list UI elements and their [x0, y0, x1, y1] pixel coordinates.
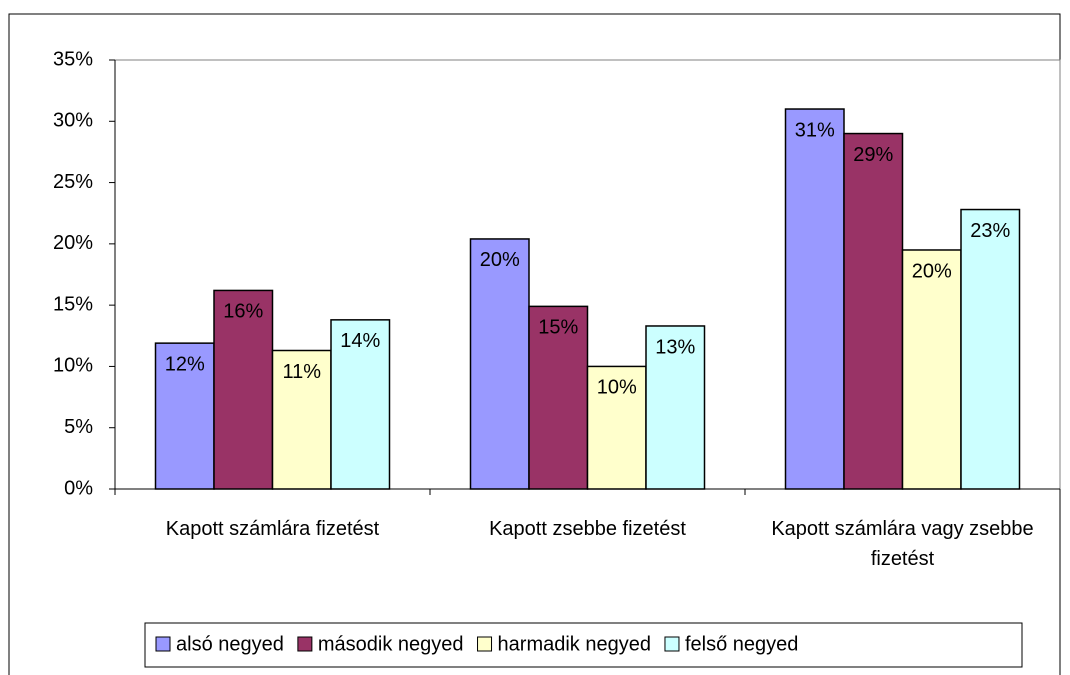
data-label: 13%	[655, 336, 695, 358]
y-tick-label: 30%	[53, 110, 93, 132]
bar	[901, 249, 962, 490]
data-label: 20%	[480, 249, 520, 271]
legend-box	[144, 622, 1023, 668]
bar	[586, 365, 647, 490]
legend-swatch	[155, 636, 171, 652]
legend-label: alsó negyed	[176, 633, 284, 655]
bar	[528, 305, 589, 490]
data-label: 31%	[795, 119, 835, 141]
legend-swatch	[297, 636, 313, 652]
y-tick-label: 15%	[53, 293, 93, 315]
data-label: 10%	[597, 377, 637, 399]
data-label: 23%	[970, 220, 1010, 242]
x-tick-label: Kapott zsebbe fizetést	[489, 518, 686, 540]
bar	[843, 132, 904, 490]
legend-label: második negyed	[318, 633, 464, 655]
data-label: 14%	[340, 330, 380, 352]
data-label: 12%	[165, 353, 205, 375]
y-tick-label: 5%	[64, 416, 93, 438]
data-label: 11%	[282, 361, 321, 383]
bar	[154, 342, 215, 490]
bar	[960, 208, 1021, 490]
data-label: 29%	[853, 144, 893, 166]
legend-label: felső negyed	[685, 633, 798, 655]
data-label: 16%	[223, 301, 263, 323]
legend-swatch	[477, 636, 493, 652]
bar	[469, 238, 530, 490]
bar	[784, 108, 845, 490]
y-tick-label: 10%	[53, 355, 93, 377]
bar	[645, 325, 706, 490]
y-tick-label: 0%	[64, 477, 93, 499]
y-tick-label: 25%	[53, 171, 93, 193]
x-tick-label: Kapott számlára vagy zsebbe fizetést	[771, 518, 1034, 570]
data-label: 15%	[538, 317, 578, 339]
data-label: 20%	[912, 260, 952, 282]
x-tick-label: Kapott számlára fizetést	[165, 518, 380, 540]
legend-label: harmadik negyed	[498, 633, 651, 655]
bar	[213, 289, 274, 490]
y-tick-label: 35%	[53, 48, 93, 70]
legend-swatch	[664, 636, 680, 652]
bar	[330, 319, 391, 490]
y-tick-label: 20%	[53, 232, 93, 254]
